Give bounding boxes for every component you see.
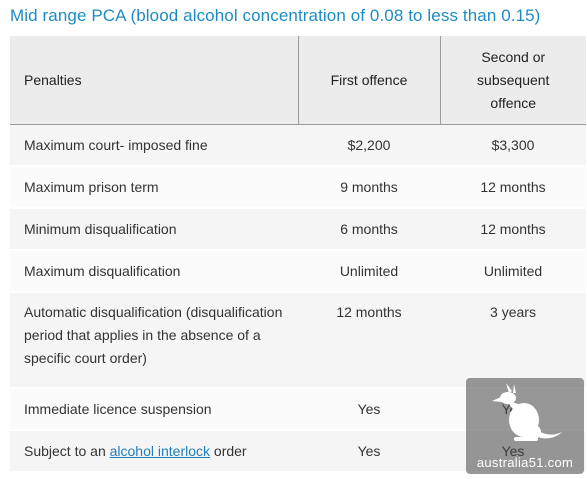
second-offence-value: $3,300 [440,124,586,167]
first-offence-value: 9 months [298,166,440,209]
row-label: Maximum disqualification [10,250,298,293]
second-offence-value: 12 months [440,208,586,251]
first-offence-value: 12 months [298,292,440,389]
page-title: Mid range PCA (blood alcohol concentrati… [10,6,541,25]
first-offence-value: Unlimited [298,250,440,293]
watermark: australia51.com [466,378,584,474]
alcohol-interlock-link[interactable]: alcohol interlock [109,442,211,459]
kangaroo-icon [492,383,562,441]
table-row: Minimum disqualification 6 months 12 mon… [10,208,586,251]
second-offence-value: 12 months [440,166,586,209]
row-label: Minimum disqualification [10,208,298,251]
first-offence-value: Yes [298,388,440,431]
header-first-offence: First offence [297,36,440,125]
row-label-suffix: order [210,442,247,459]
watermark-text: australia51.com [476,455,574,470]
table-header-row: Penalties First offence Second or subseq… [10,36,586,125]
first-offence-value: $2,200 [298,124,440,167]
row-label: Automatic disqualification (disqualifica… [10,292,298,389]
header-second-offence: Second or subsequent offence [439,36,586,125]
table-row: Maximum prison term 9 months 12 months [10,166,586,209]
first-offence-value: 6 months [298,208,440,251]
table-row: Maximum court- imposed fine $2,200 $3,30… [10,124,586,167]
second-offence-value: Unlimited [440,250,586,293]
row-label: Maximum court- imposed fine [10,124,298,167]
table-row: Maximum disqualification Unlimited Unlim… [10,250,586,293]
row-label-prefix: Subject to an [24,442,110,459]
penalties-table: Penalties First offence Second or subseq… [10,36,586,473]
row-label: Maximum prison term [10,166,298,209]
second-offence-value: 3 years [440,292,586,389]
row-label: Subject to an alcohol interlock order [10,430,298,473]
row-label: Immediate licence suspension [10,388,298,431]
header-penalties: Penalties [10,36,298,125]
first-offence-value: Yes [298,430,440,473]
table-row: Automatic disqualification (disqualifica… [10,292,586,389]
